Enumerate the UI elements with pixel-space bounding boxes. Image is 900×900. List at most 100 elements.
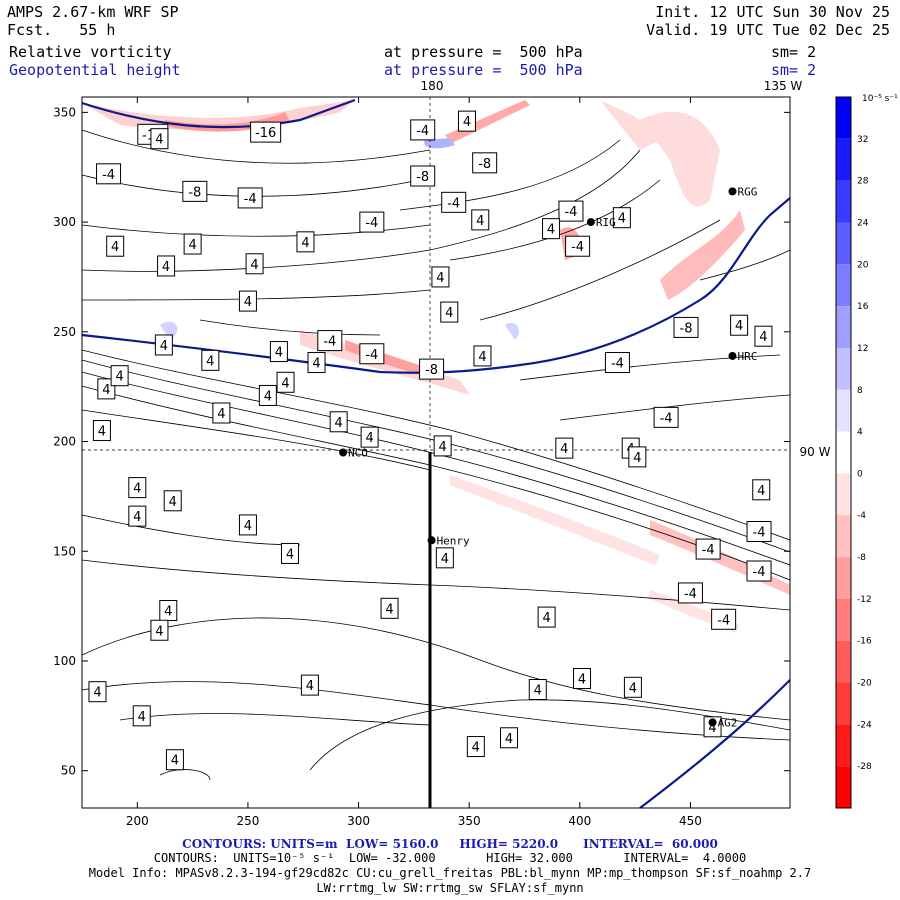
contour-label-text: 4 — [472, 741, 480, 756]
contour-label-text: 4 — [244, 295, 252, 310]
contour-label-box — [245, 253, 264, 275]
contour-label-text: 4 — [98, 425, 106, 440]
x-tick-label: 250 — [236, 814, 259, 828]
contour-label-text: -8 — [680, 321, 693, 336]
contour-label-box — [88, 681, 107, 703]
contour-label-box — [165, 749, 184, 771]
contour-label: 4 — [280, 542, 299, 564]
colorbar-swatch — [836, 431, 851, 474]
station-name: RGG — [737, 185, 757, 198]
contour-label: 4 — [128, 505, 147, 527]
contour-label-box — [182, 180, 208, 202]
contour-label: 4 — [238, 290, 257, 312]
contour-label-box — [441, 191, 467, 213]
colorbar: 32 28 24 20 16 12 8 4 0 -4 -8 -12 -16 -20 -24 -28 — [835, 96, 872, 809]
contour-label: 4 — [555, 437, 574, 459]
contour-label: 4 — [106, 235, 125, 257]
station-marker: AG2 — [708, 716, 737, 729]
contour-label: 4 — [466, 736, 485, 758]
contour-label: 4 — [201, 349, 220, 371]
contour-label-text: 4 — [133, 482, 141, 497]
colorbar-tick-label: -28 — [857, 762, 872, 772]
contour-label-text: -4 — [365, 216, 378, 231]
contour-label-text: 4 — [286, 547, 294, 562]
contour-label-box — [565, 235, 591, 257]
y-tick-label: 150 — [53, 544, 76, 558]
lon-label-135w: 135 W — [764, 79, 803, 93]
contour-label-text: -16 — [255, 126, 276, 141]
field2-level: at pressure = 500 hPa — [384, 61, 583, 79]
contour-label-box — [703, 716, 722, 738]
contour-label-text: -4 — [102, 168, 115, 183]
contour-label-text: 4 — [560, 442, 568, 457]
colorbar-tick-label: 20 — [857, 260, 869, 270]
contour-label-text: 4 — [164, 605, 172, 620]
colorbar-swatch — [836, 640, 851, 683]
contour-label-box — [730, 314, 749, 336]
contour-label-box — [276, 371, 295, 393]
contour-label-box — [573, 668, 592, 690]
contour-label-text: 4 — [138, 710, 146, 725]
contour-label-text: 4 — [133, 510, 141, 525]
contour-label: -4 — [558, 200, 584, 222]
contour-label-text: 4 — [115, 370, 123, 385]
contour-label-text: 4 — [618, 212, 626, 227]
station-marker: RGG — [728, 185, 757, 198]
contour-label-box — [558, 200, 584, 222]
colorbar-tick-label: 0 — [857, 469, 863, 479]
station-marker: Henry — [427, 534, 470, 547]
colorbar-tick-label: -12 — [857, 595, 872, 605]
contour-label-text: 4 — [463, 115, 471, 130]
colorbar-swatch — [836, 598, 851, 641]
colorbar-swatch — [836, 347, 851, 390]
contour-label-text: -4 — [702, 543, 715, 558]
contour-label-text: 4 — [275, 346, 283, 361]
contour-label-text: 4 — [547, 223, 555, 238]
x-tick-label: 200 — [126, 814, 149, 828]
station-marker: RIG — [586, 216, 616, 229]
contour-label: 4 — [157, 255, 176, 277]
contour-label-text: 4 — [759, 330, 767, 345]
contour-label-box — [431, 266, 450, 288]
field1-smooth: sm= 2 — [771, 43, 817, 61]
contour-label: 4 — [150, 619, 169, 641]
station-dot — [728, 351, 737, 360]
contour-label: 4 — [163, 490, 182, 512]
station-name: RIG — [596, 216, 616, 229]
contour-label: -4 — [441, 191, 467, 213]
contour-label-box — [201, 349, 220, 371]
valid-time: Valid. 19 UTC Tue 02 Dec 25 — [646, 21, 890, 39]
contour-label-box — [673, 316, 699, 338]
colorbar-swatch — [836, 724, 851, 767]
colorbar-tick-label: 32 — [857, 135, 868, 145]
contour-label: -4 — [359, 343, 385, 365]
contour-label-box — [359, 343, 385, 365]
contour-label-box — [472, 152, 498, 174]
contour-label-text: 4 — [111, 240, 119, 255]
contour-label-text: -4 — [365, 348, 378, 363]
colorbar-tick-label: -4 — [857, 511, 866, 521]
contour-label: -4 — [695, 538, 721, 560]
contour-label: -4 — [746, 521, 772, 542]
contour-label: 4 — [440, 301, 459, 323]
contour-label-box — [471, 209, 490, 231]
contour-label: 4 — [296, 231, 315, 253]
contour-label: 4 — [245, 253, 264, 275]
colorbar-swatch — [836, 473, 851, 516]
contour-label: 4 — [473, 345, 492, 367]
contour-label: -4 — [96, 163, 122, 185]
x-tick-label: 350 — [458, 814, 481, 828]
contour-label: 4 — [431, 266, 450, 288]
contour-label-text: 4 — [735, 319, 743, 334]
contour-label: 4 — [154, 334, 173, 356]
contour-label-box — [183, 233, 202, 255]
contour-label-box — [106, 235, 125, 257]
contour-label-box — [528, 679, 547, 700]
contour-label: 4 — [500, 727, 519, 749]
contour-label: -8 — [182, 180, 208, 202]
contour-label-box — [612, 207, 631, 229]
contour-label: 4 — [623, 676, 642, 698]
contour-label: 4 — [457, 110, 476, 132]
colorbar-swatch — [836, 389, 851, 432]
contour-label-box — [473, 345, 492, 367]
